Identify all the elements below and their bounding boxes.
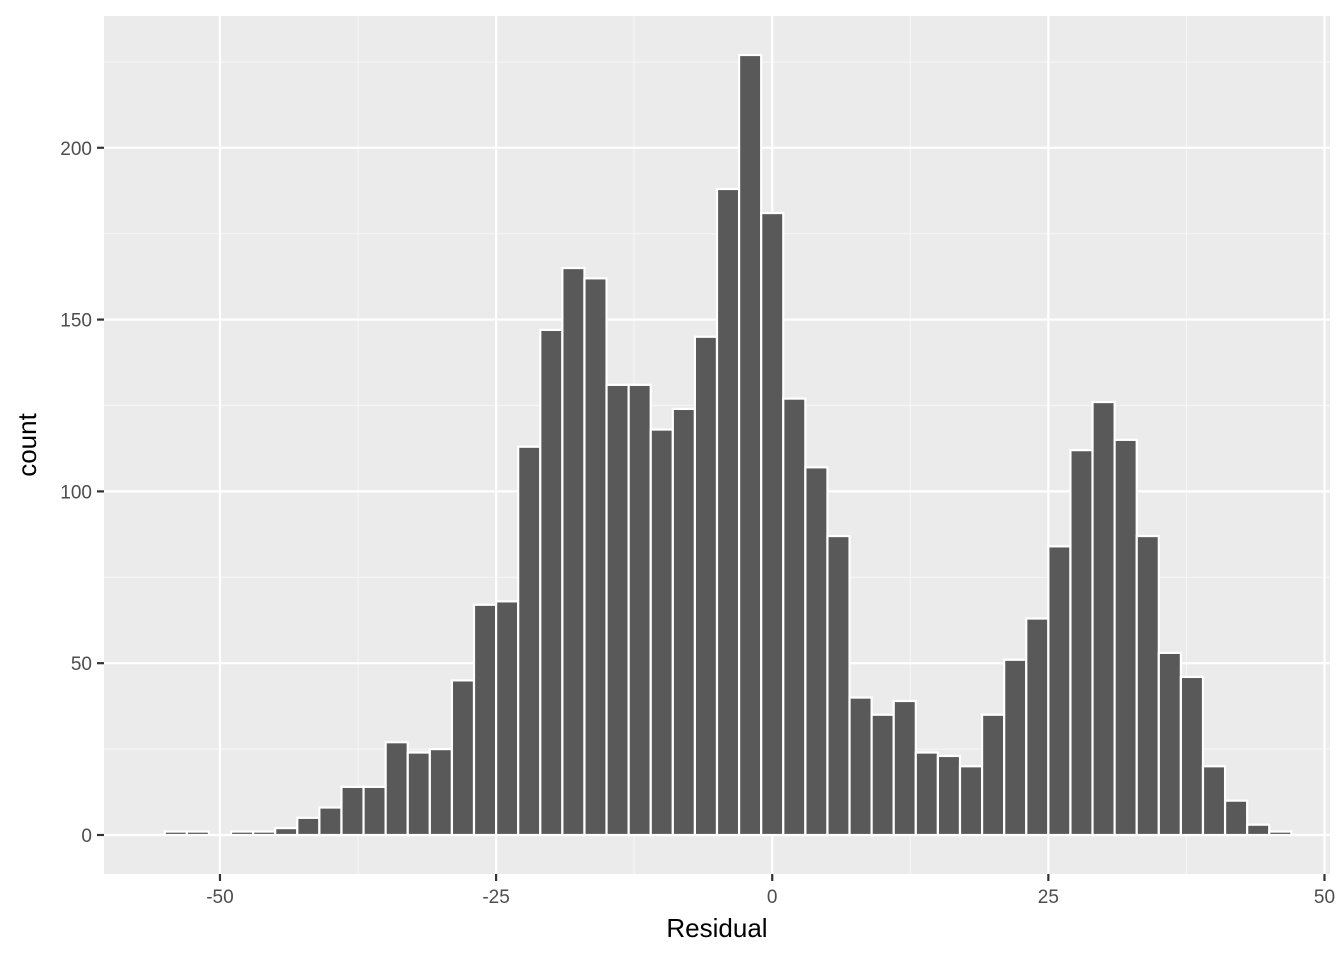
histogram-bar — [384, 741, 409, 837]
histogram-bar — [252, 830, 277, 837]
histogram-bar — [428, 747, 454, 837]
histogram-bar — [914, 751, 940, 837]
histogram-bars — [163, 53, 1293, 837]
y-tick-label: 0 — [81, 826, 92, 847]
histogram-bar — [340, 785, 365, 837]
histogram-bar — [605, 383, 630, 837]
histogram-bar — [826, 534, 851, 837]
histogram-bar — [671, 407, 697, 837]
histogram-bar — [804, 466, 829, 837]
histogram-bar — [848, 696, 873, 837]
histogram-bar — [693, 335, 719, 837]
histogram-bar — [649, 428, 674, 837]
histogram-bar — [1091, 400, 1116, 837]
histogram-bar — [494, 600, 520, 837]
y-tick-label: 50 — [71, 654, 92, 675]
histogram-bar — [1268, 830, 1293, 837]
histogram-bar — [1179, 675, 1205, 837]
x-axis-title: Residual — [666, 913, 767, 943]
histogram-bar — [1025, 617, 1050, 837]
histogram-bar — [561, 266, 586, 837]
y-tick-label: 150 — [60, 311, 92, 332]
histogram-bar — [163, 830, 188, 837]
histogram-bar — [517, 445, 542, 837]
x-tick-label: 50 — [1314, 887, 1335, 908]
histogram-bar — [1047, 545, 1072, 837]
axis-ticks — [97, 146, 1326, 881]
y-axis-title: count — [12, 412, 42, 476]
histogram-bar — [1246, 823, 1271, 837]
histogram-bar — [274, 827, 299, 837]
y-tick-label: 200 — [60, 139, 92, 160]
histogram-bar — [870, 713, 895, 837]
histogram-bar — [296, 816, 321, 837]
histogram-bar — [450, 679, 476, 837]
x-tick-label: -25 — [482, 887, 509, 908]
histogram-bar — [1135, 534, 1160, 837]
x-tick-label: 0 — [767, 887, 778, 908]
histogram-bar — [958, 765, 984, 837]
histogram-bar — [539, 328, 564, 837]
histogram-bar — [737, 53, 763, 837]
histogram-bar — [980, 713, 1006, 837]
histogram-bar — [936, 754, 962, 837]
x-tick-label: 25 — [1038, 887, 1059, 908]
y-tick-label: 100 — [60, 482, 92, 503]
histogram-bar — [715, 187, 741, 837]
histogram-bar — [472, 603, 498, 837]
histogram-bar — [1201, 765, 1227, 837]
histogram-bar — [229, 830, 255, 837]
histogram-bar — [406, 751, 431, 837]
histogram-bar — [185, 830, 211, 837]
histogram-bar — [1223, 799, 1249, 837]
histogram-bar — [1157, 651, 1182, 837]
histogram-bar — [892, 699, 917, 837]
histogram-bar — [1113, 438, 1138, 837]
histogram-bar — [1069, 449, 1094, 837]
histogram-bar — [782, 397, 807, 837]
histogram-bar — [627, 383, 652, 837]
histogram-bar — [1003, 658, 1028, 837]
tick-labels: -50 -25 0 25 50 0 50 100 150 200 — [60, 139, 1335, 908]
histogram-bar — [362, 785, 387, 837]
histogram-bar — [760, 211, 785, 837]
histogram-bar — [583, 277, 608, 837]
x-tick-label: -50 — [206, 887, 233, 908]
histogram-bar — [318, 806, 343, 837]
